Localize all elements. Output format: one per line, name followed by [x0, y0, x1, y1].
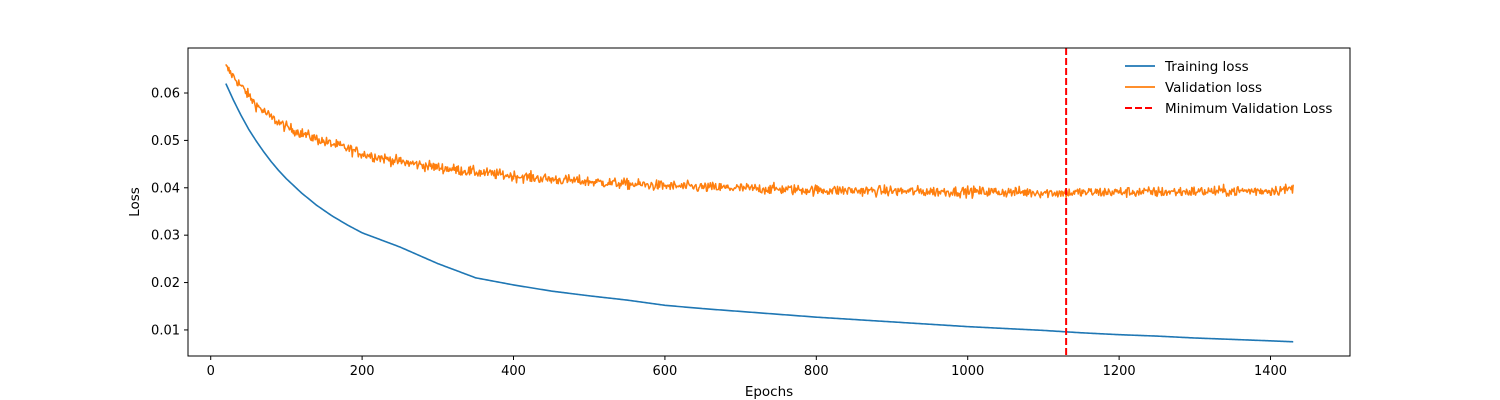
y-axis-label: Loss: [127, 187, 143, 217]
x-tick-label: 200: [350, 364, 375, 379]
y-tick-label: 0.03: [151, 229, 180, 244]
legend-label-training-loss: Training loss: [1164, 59, 1249, 75]
y-tick-label: 0.02: [151, 276, 180, 291]
x-tick-label: 600: [652, 364, 677, 379]
plot-area-frame: [187, 47, 1351, 357]
legend-label-minimum-validation-loss: Minimum Validation Loss: [1165, 101, 1332, 117]
x-tick-label: 1000: [951, 364, 984, 379]
legend-label-validation-loss: Validation loss: [1165, 80, 1262, 96]
validation-loss-line: [225, 64, 1294, 199]
x-axis-ticks: 0 200 400 600 800 1000 1200 1400: [207, 356, 1287, 379]
legend: Training loss Validation loss Minimum Vali…: [1125, 59, 1332, 117]
x-tick-label: 0: [207, 364, 215, 379]
x-axis-label: Epochs: [745, 384, 793, 400]
y-tick-label: 0.06: [151, 87, 180, 102]
x-tick-label: 1200: [1103, 364, 1136, 379]
y-axis-ticks: 0.01 0.02 0.03 0.04 0.05 0.06: [151, 87, 188, 338]
x-tick-label: 400: [501, 364, 526, 379]
y-tick-label: 0.04: [151, 181, 180, 196]
x-tick-label: 800: [804, 364, 829, 379]
x-tick-label: 1400: [1254, 364, 1287, 379]
y-tick-label: 0.05: [151, 134, 180, 149]
y-tick-label: 0.01: [151, 323, 180, 338]
training-loss-line: [225, 83, 1294, 343]
series-layer: [225, 48, 1294, 356]
